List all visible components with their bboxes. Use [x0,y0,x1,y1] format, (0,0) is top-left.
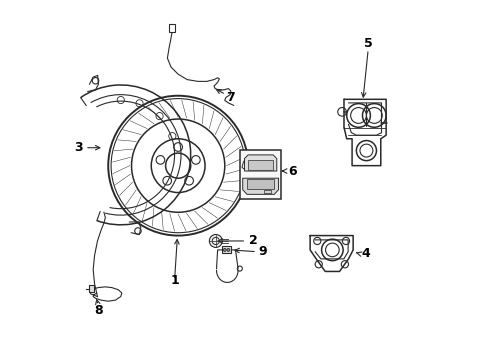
Text: 3: 3 [74,141,83,154]
Text: 7: 7 [226,91,235,104]
Text: 4: 4 [361,247,369,260]
Text: 9: 9 [258,245,266,258]
Bar [222,246,230,253]
Bar [169,24,175,32]
Bar [240,150,281,199]
Text: 8: 8 [94,305,102,318]
Text: 1: 1 [170,274,179,287]
Circle shape [226,248,229,251]
Polygon shape [247,159,273,170]
Polygon shape [264,190,271,193]
Bar [88,285,93,292]
Polygon shape [244,155,276,171]
Text: 5: 5 [363,36,372,50]
Polygon shape [246,179,274,189]
Circle shape [209,234,222,247]
Polygon shape [242,178,278,194]
Text: 2: 2 [248,234,257,247]
Text: 6: 6 [288,165,297,177]
Circle shape [223,248,226,251]
